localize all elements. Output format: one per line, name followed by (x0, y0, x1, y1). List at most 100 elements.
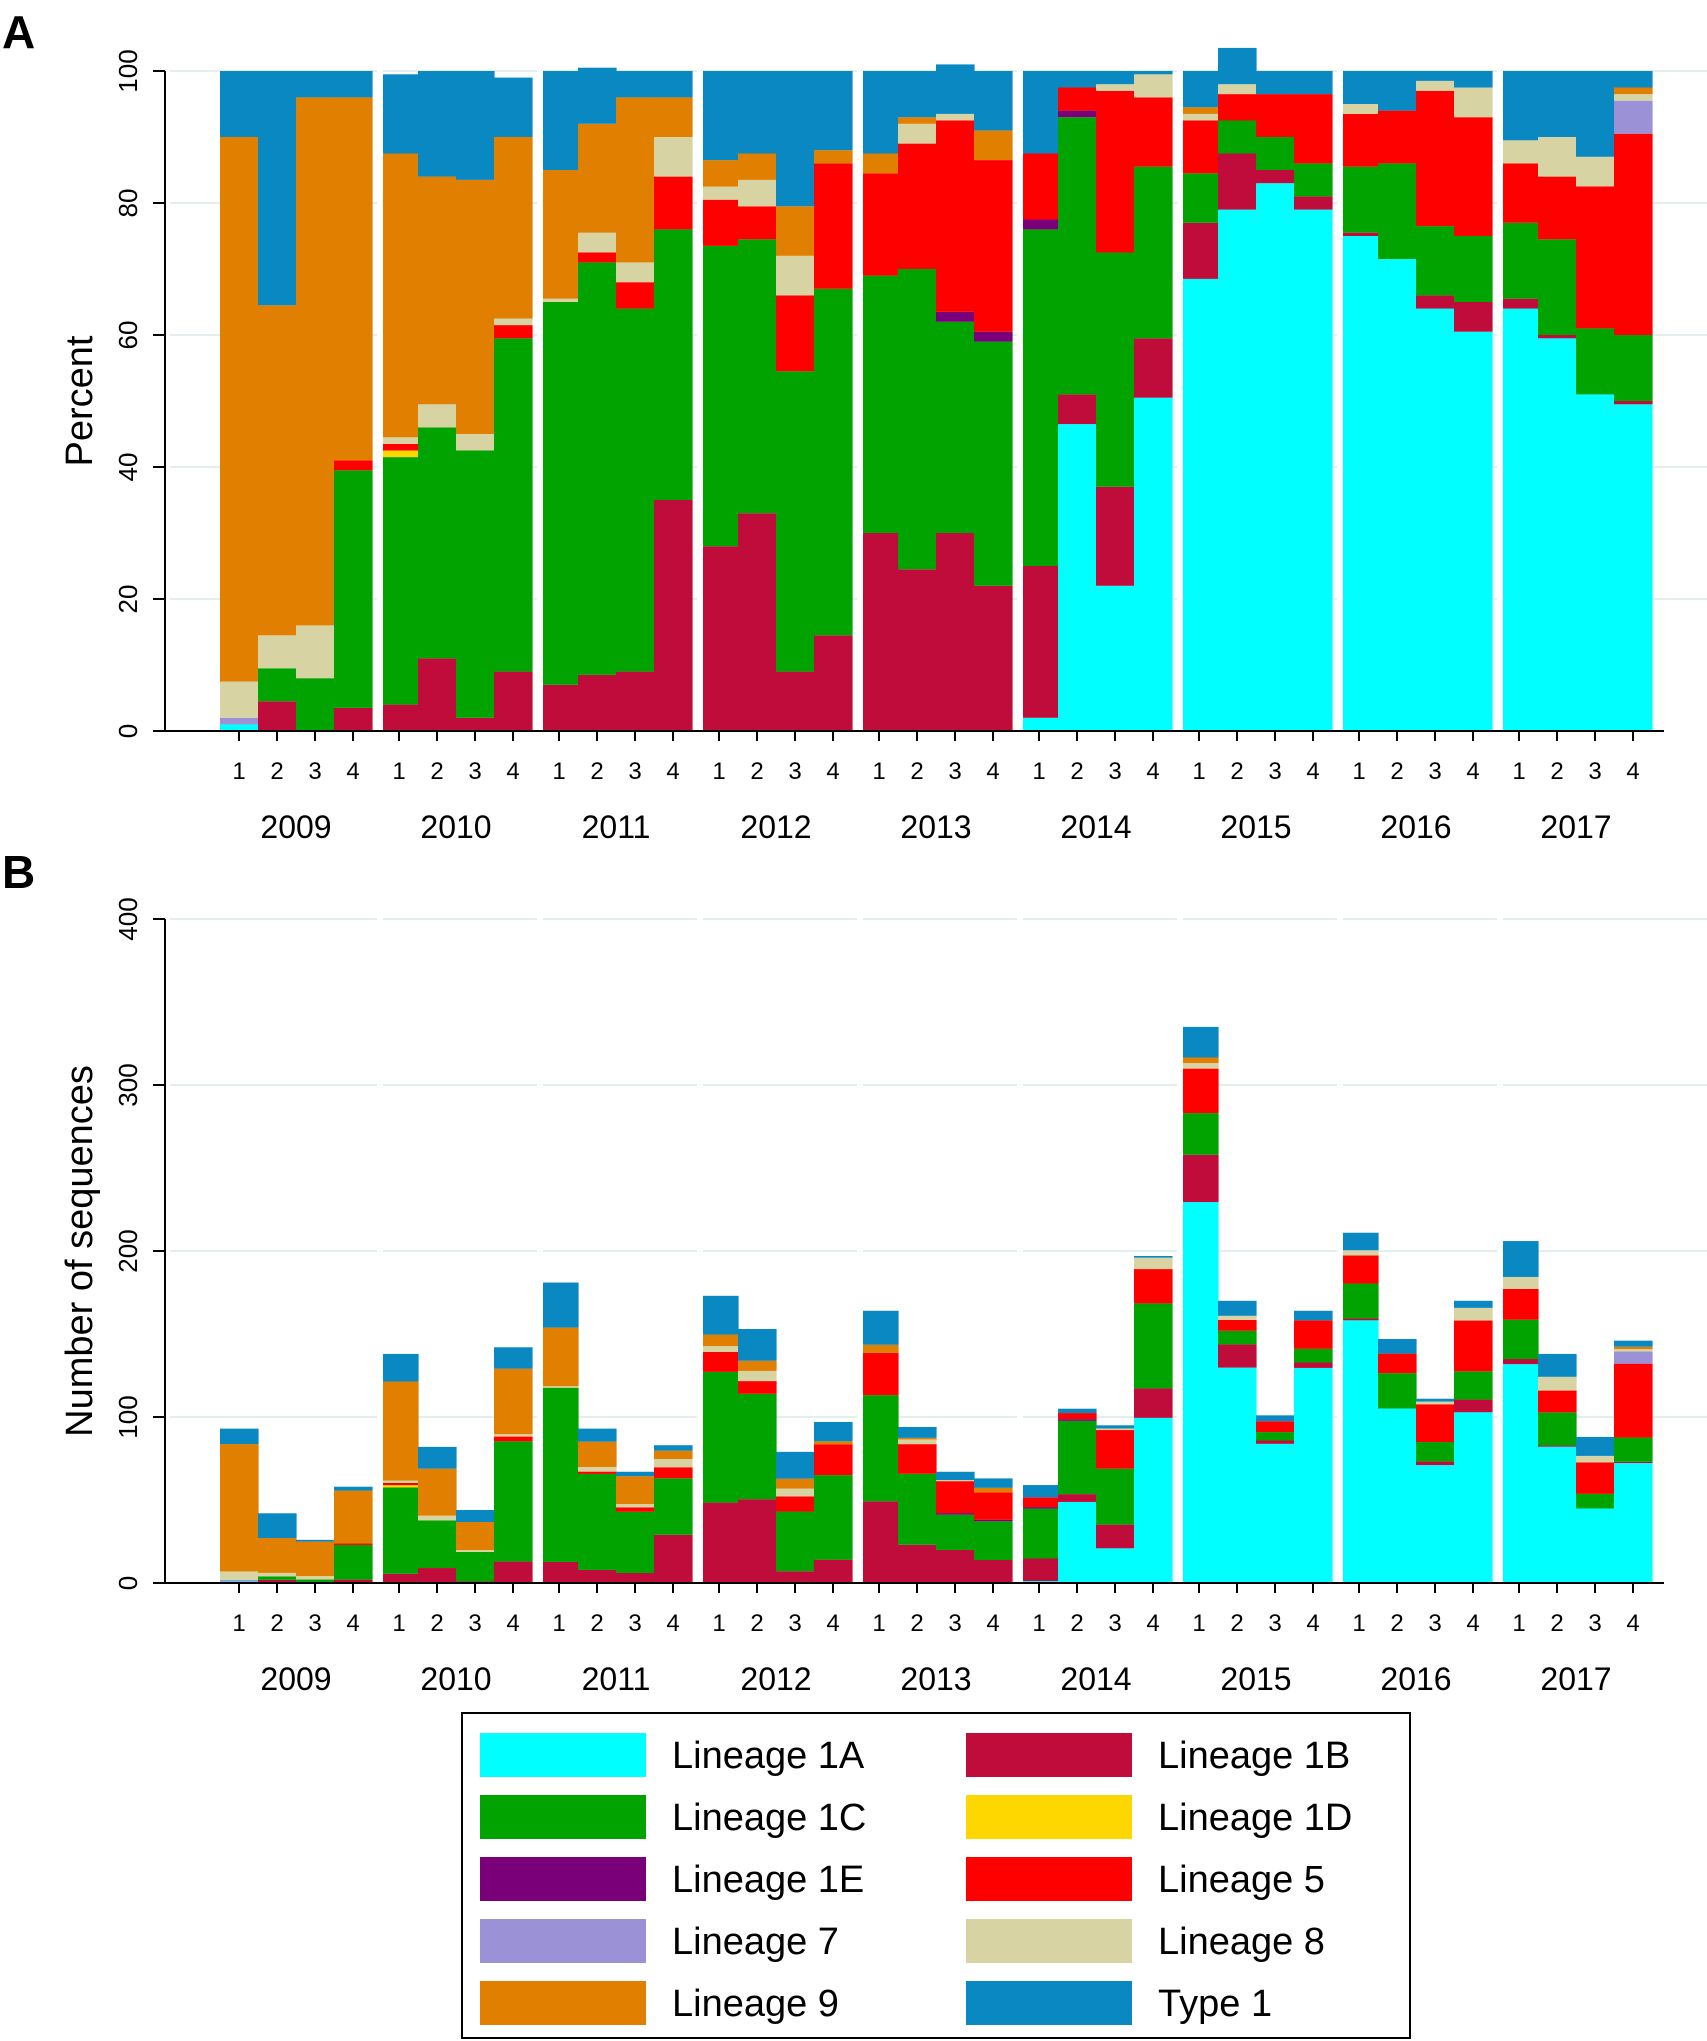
panel-b-bar-2009-q4-l9 (334, 1490, 373, 1544)
panel-b-quarter-label: 3 (1268, 1610, 1281, 1637)
panel-a-bar-2016-q4-t1 (1454, 71, 1493, 88)
panel-a-bar-2017-q4-l8 (1614, 94, 1653, 101)
panel-a-bar-2011-q4-l9 (654, 97, 693, 137)
panel-a-bar-2012-q1-l9 (700, 160, 739, 187)
panel-a-bar-2010-q1-t1 (380, 74, 419, 154)
panel-a-quarter-label: 4 (1466, 758, 1479, 785)
panel-b-bar-2014-q4-t1 (1134, 1255, 1173, 1258)
panel-b-year-separator (537, 917, 543, 1583)
panel-b-bar-2011-q1-l8 (540, 1386, 579, 1388)
panel-a-y-tick-label: 60 (113, 321, 143, 350)
panel-b-quarter-label: 1 (1512, 1610, 1525, 1637)
panel-a-bar-2011-q1-l1c (540, 302, 579, 685)
panel-b-bar-2014-q4-l8 (1134, 1257, 1173, 1270)
panel-b-quarter-label: 1 (232, 1610, 245, 1637)
panel-a-bar-2012-q3-l5 (776, 295, 815, 372)
panel-b-bar-2014-q3-l1c (1096, 1468, 1135, 1525)
panel-b-bar-2012-q4-l5 (814, 1444, 853, 1476)
panel-b-bar-2017-q3-l5 (1576, 1462, 1615, 1494)
panel-b-bar-2014-q1-l5 (1020, 1497, 1059, 1508)
panel-b-bar-2011-q1-t1 (540, 1282, 579, 1328)
panel-b-bar-2017-q4-l1a (1614, 1463, 1653, 1583)
panel-b-bar-2016-q4-l1a (1454, 1412, 1493, 1583)
panel-b-quarter-label: 1 (872, 1610, 885, 1637)
panel-b-bar-2012-q2-l1b (738, 1499, 777, 1583)
panel-a-bar-2011-q4-t1 (654, 71, 693, 98)
panel-a-quarter-label: 4 (1626, 758, 1639, 785)
panel-a-year-separator (1017, 69, 1023, 731)
panel-b-bar-2017-q1-l8 (1500, 1276, 1539, 1289)
panel-b-bar-2010-q4-t1 (494, 1347, 533, 1369)
panel-b-bar-2010-q1-t1 (380, 1353, 419, 1382)
panel-b-bar-2017-q4-l7 (1614, 1351, 1653, 1364)
panel-b-year-label: 2014 (1060, 1661, 1131, 1697)
panel-a-bar-2013-q4-l1e (974, 331, 1013, 342)
legend-label-l5: Lineage 5 (1158, 1859, 1325, 1901)
panel-a-bar-2010-q4-l8 (494, 318, 533, 326)
panel-b-bar-2017-q3-t1 (1576, 1436, 1615, 1456)
panel-a-bar-2012-q1-l5 (700, 199, 739, 246)
panel-b-bar-2013-q2-l1c (898, 1473, 937, 1545)
panel-a-bar-2011-q2-l1c (578, 262, 617, 675)
panel-b-year-separator (1017, 917, 1023, 1583)
panel-b-bar-2015-q2-l1a (1218, 1367, 1257, 1583)
panel-a-bar-2011-q4-l5 (654, 176, 693, 230)
panel-a-bar-2013-q2-l1c (898, 269, 937, 570)
panel-b-bar-2014-q3-l1a (1096, 1548, 1135, 1583)
panel-b-bar-2013-q3-l5 (936, 1481, 975, 1514)
panel-a-quarter-label: 3 (1588, 758, 1601, 785)
panel-a-quarter-label: 4 (826, 758, 839, 785)
panel-a-quarter-label: 2 (430, 758, 443, 785)
panel-a-bar-2010-q4-l1c (494, 338, 533, 672)
panel-a-quarter-label: 4 (506, 758, 519, 785)
panel-a-bar-2012-q4-l1c (814, 288, 853, 636)
panel-b-quarter-label: 2 (430, 1610, 443, 1637)
panel-a-quarter-label: 3 (788, 758, 801, 785)
panel-b-bar-2013-q1-t1 (860, 1310, 899, 1345)
panel-a-bar-2012-q4-t1 (814, 71, 853, 151)
panel-b-bar-2009-q3-l9 (296, 1541, 335, 1577)
panel-b-bar-2013-q3-l1c (936, 1514, 975, 1550)
panel-b-quarter-label: 1 (1352, 1610, 1365, 1637)
panel-b-bar-2015-q2-t1 (1218, 1300, 1257, 1316)
panel-b-bar-2016-q2-t1 (1378, 1338, 1417, 1354)
panel-b-bar-2009-q1-l7 (220, 1579, 259, 1582)
panel-a-y-tick-label: 20 (113, 585, 143, 614)
panel-a-bar-2015-q3-t1 (1256, 71, 1295, 95)
panel-b-y-axis-title: Number of sequences (59, 1065, 101, 1437)
panel-a-bar-2010-q2-l1b (418, 658, 457, 731)
panel-a-bar-2011-q1-l8 (540, 298, 579, 302)
panel-b-bar-2013-q3-l1e (936, 1513, 975, 1515)
panel-a-year-separator (697, 69, 703, 731)
panel-b-quarter-label: 4 (1306, 1610, 1319, 1637)
panel-a-bar-2010-q4-t1 (494, 77, 533, 137)
panel-a-bar-2011-q3-l8 (616, 262, 655, 283)
panel-a-bar-2010-q3-l1c (456, 450, 495, 718)
panel-a-bar-2012-q3-l9 (776, 206, 815, 256)
panel-b-bar-2012-q4-l1c (814, 1475, 853, 1560)
panel-a-quarter-label: 3 (308, 758, 321, 785)
panel-b-bar-2013-q1-l1c (860, 1395, 899, 1502)
panel-a-bar-2009-q4-l1c (334, 470, 373, 708)
panel-b-bar-2017-q1-l1c (1500, 1319, 1539, 1360)
panel-b-quarter-label: 4 (1626, 1610, 1639, 1637)
panel-a-bar-2017-q1-l8 (1500, 140, 1539, 164)
panel-a-quarter-label: 3 (1268, 758, 1281, 785)
panel-b-bar-2009-q3-l8 (296, 1576, 335, 1580)
panel-b-bar-2013-q4-l1c (974, 1521, 1013, 1560)
panel-b-year-separator (1177, 917, 1183, 1583)
panel-a-bar-2016-q2-t1 (1378, 71, 1417, 111)
panel-a-bar-2016-q3-l5 (1416, 90, 1455, 227)
panel-a-bar-2014-q3-l5 (1096, 90, 1135, 253)
panel-b-bar-2016-q3-l8 (1416, 1401, 1455, 1405)
legend-label-l1d: Lineage 1D (1158, 1797, 1352, 1839)
panel-b-bar-2009-q4-l1b (334, 1579, 373, 1583)
panel-b-bar-2011-q2-l9 (578, 1441, 617, 1468)
panel-a-bar-2017-q1-l5 (1500, 163, 1539, 223)
panel-a-bar-2010-q3-l1b (456, 717, 495, 731)
panel-b-year-label: 2015 (1220, 1661, 1291, 1697)
panel-b-bar-2017-q1-l1a (1500, 1364, 1539, 1583)
panel-a-quarter-label: 1 (1032, 758, 1045, 785)
panel-a-bar-2013-q1-l1c (860, 275, 899, 533)
panel-b-year-separator (377, 917, 383, 1583)
